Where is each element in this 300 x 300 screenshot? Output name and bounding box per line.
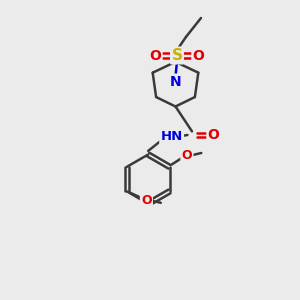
Text: N: N [170, 75, 181, 89]
Text: O: O [149, 49, 161, 62]
Text: O: O [182, 149, 192, 162]
Text: O: O [208, 128, 220, 142]
Text: S: S [172, 48, 182, 63]
Text: O: O [193, 49, 205, 62]
Text: O: O [141, 194, 152, 207]
Text: HN: HN [160, 130, 183, 143]
